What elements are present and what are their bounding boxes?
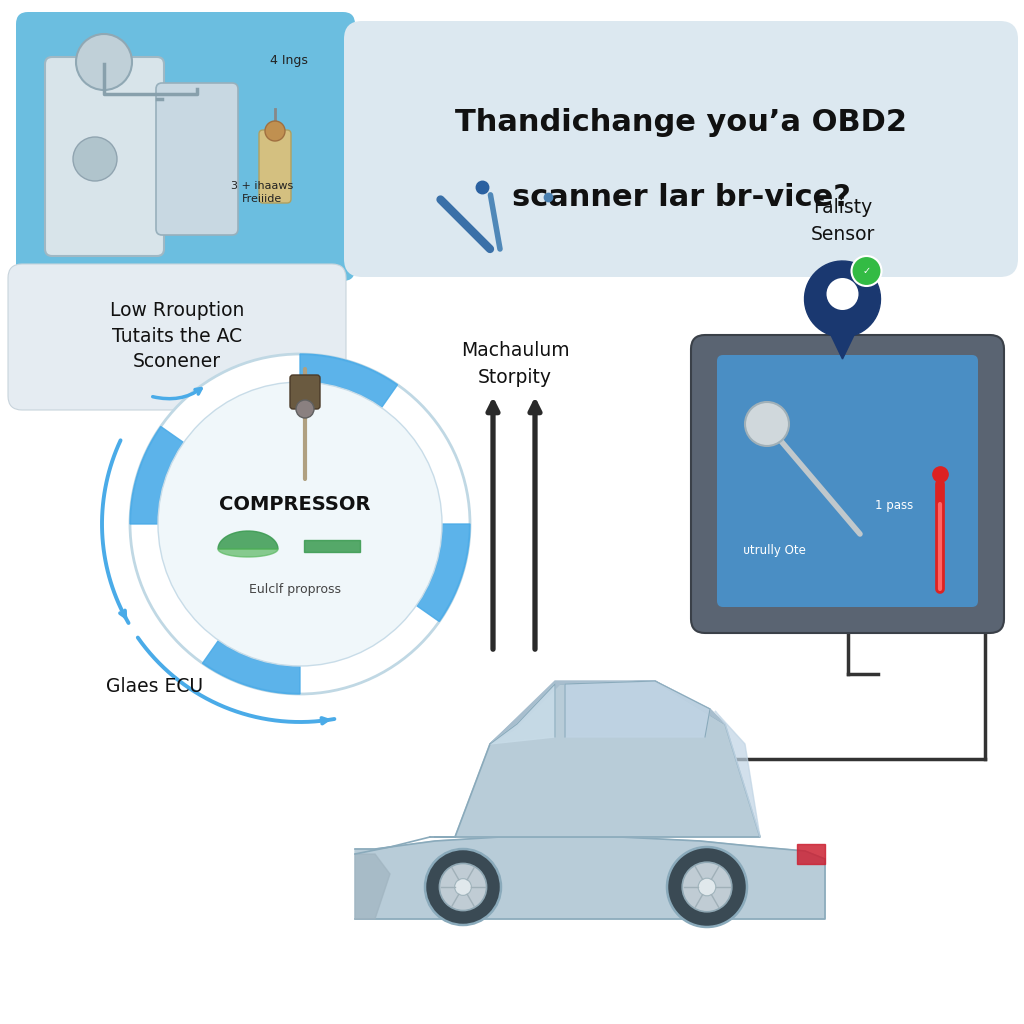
Text: Low Rrouption
Tutaits the AC
Sconener: Low Rrouption Tutaits the AC Sconener — [110, 301, 244, 372]
Circle shape — [439, 863, 486, 910]
Circle shape — [852, 256, 882, 286]
Polygon shape — [715, 711, 760, 837]
Text: 3 + ihaaws
Freiiide: 3 + ihaaws Freiiide — [230, 181, 293, 204]
Polygon shape — [805, 261, 881, 337]
Polygon shape — [417, 524, 470, 622]
Polygon shape — [218, 549, 278, 557]
Circle shape — [698, 879, 716, 896]
Text: scanner lar br-vice?: scanner lar br-vice? — [512, 183, 851, 212]
Polygon shape — [355, 837, 825, 919]
Circle shape — [158, 382, 442, 666]
Polygon shape — [797, 844, 825, 864]
Polygon shape — [355, 854, 390, 919]
Circle shape — [73, 137, 117, 181]
Text: ✓: ✓ — [862, 266, 870, 276]
Text: 1 pass: 1 pass — [874, 499, 913, 512]
Circle shape — [667, 847, 746, 927]
FancyBboxPatch shape — [156, 83, 238, 234]
Circle shape — [265, 121, 285, 141]
Circle shape — [296, 400, 314, 418]
Circle shape — [682, 862, 732, 911]
Polygon shape — [304, 540, 360, 552]
Text: Falisty
Sensor: Falisty Sensor — [810, 199, 874, 244]
Polygon shape — [130, 426, 183, 524]
FancyBboxPatch shape — [717, 355, 978, 607]
Circle shape — [455, 879, 471, 895]
Circle shape — [76, 34, 132, 90]
Polygon shape — [203, 640, 300, 694]
FancyBboxPatch shape — [16, 12, 355, 281]
FancyBboxPatch shape — [344, 22, 1018, 278]
Polygon shape — [364, 174, 412, 209]
Polygon shape — [490, 681, 725, 744]
FancyBboxPatch shape — [8, 264, 346, 410]
Text: Machaulum
Storpity: Machaulum Storpity — [461, 341, 569, 387]
Text: 4 Ings: 4 Ings — [270, 54, 308, 67]
Text: Glaes ECU: Glaes ECU — [106, 677, 204, 695]
Polygon shape — [817, 307, 867, 359]
Text: ᴜtrully Ote: ᴜtrully Ote — [743, 544, 806, 557]
FancyBboxPatch shape — [290, 375, 319, 409]
Text: COMPRESSOR: COMPRESSOR — [219, 495, 371, 513]
Polygon shape — [430, 681, 760, 837]
Polygon shape — [490, 684, 555, 744]
Polygon shape — [565, 681, 710, 737]
Polygon shape — [218, 531, 278, 549]
FancyBboxPatch shape — [259, 130, 291, 203]
FancyBboxPatch shape — [691, 335, 1004, 633]
Polygon shape — [300, 354, 397, 408]
Circle shape — [826, 278, 858, 310]
FancyBboxPatch shape — [45, 57, 164, 256]
Text: Eulclf propross: Eulclf propross — [249, 583, 341, 596]
Circle shape — [745, 402, 790, 446]
Circle shape — [425, 849, 501, 925]
Text: Thandichange you’a OBD2: Thandichange you’a OBD2 — [455, 109, 907, 137]
Circle shape — [130, 354, 470, 694]
